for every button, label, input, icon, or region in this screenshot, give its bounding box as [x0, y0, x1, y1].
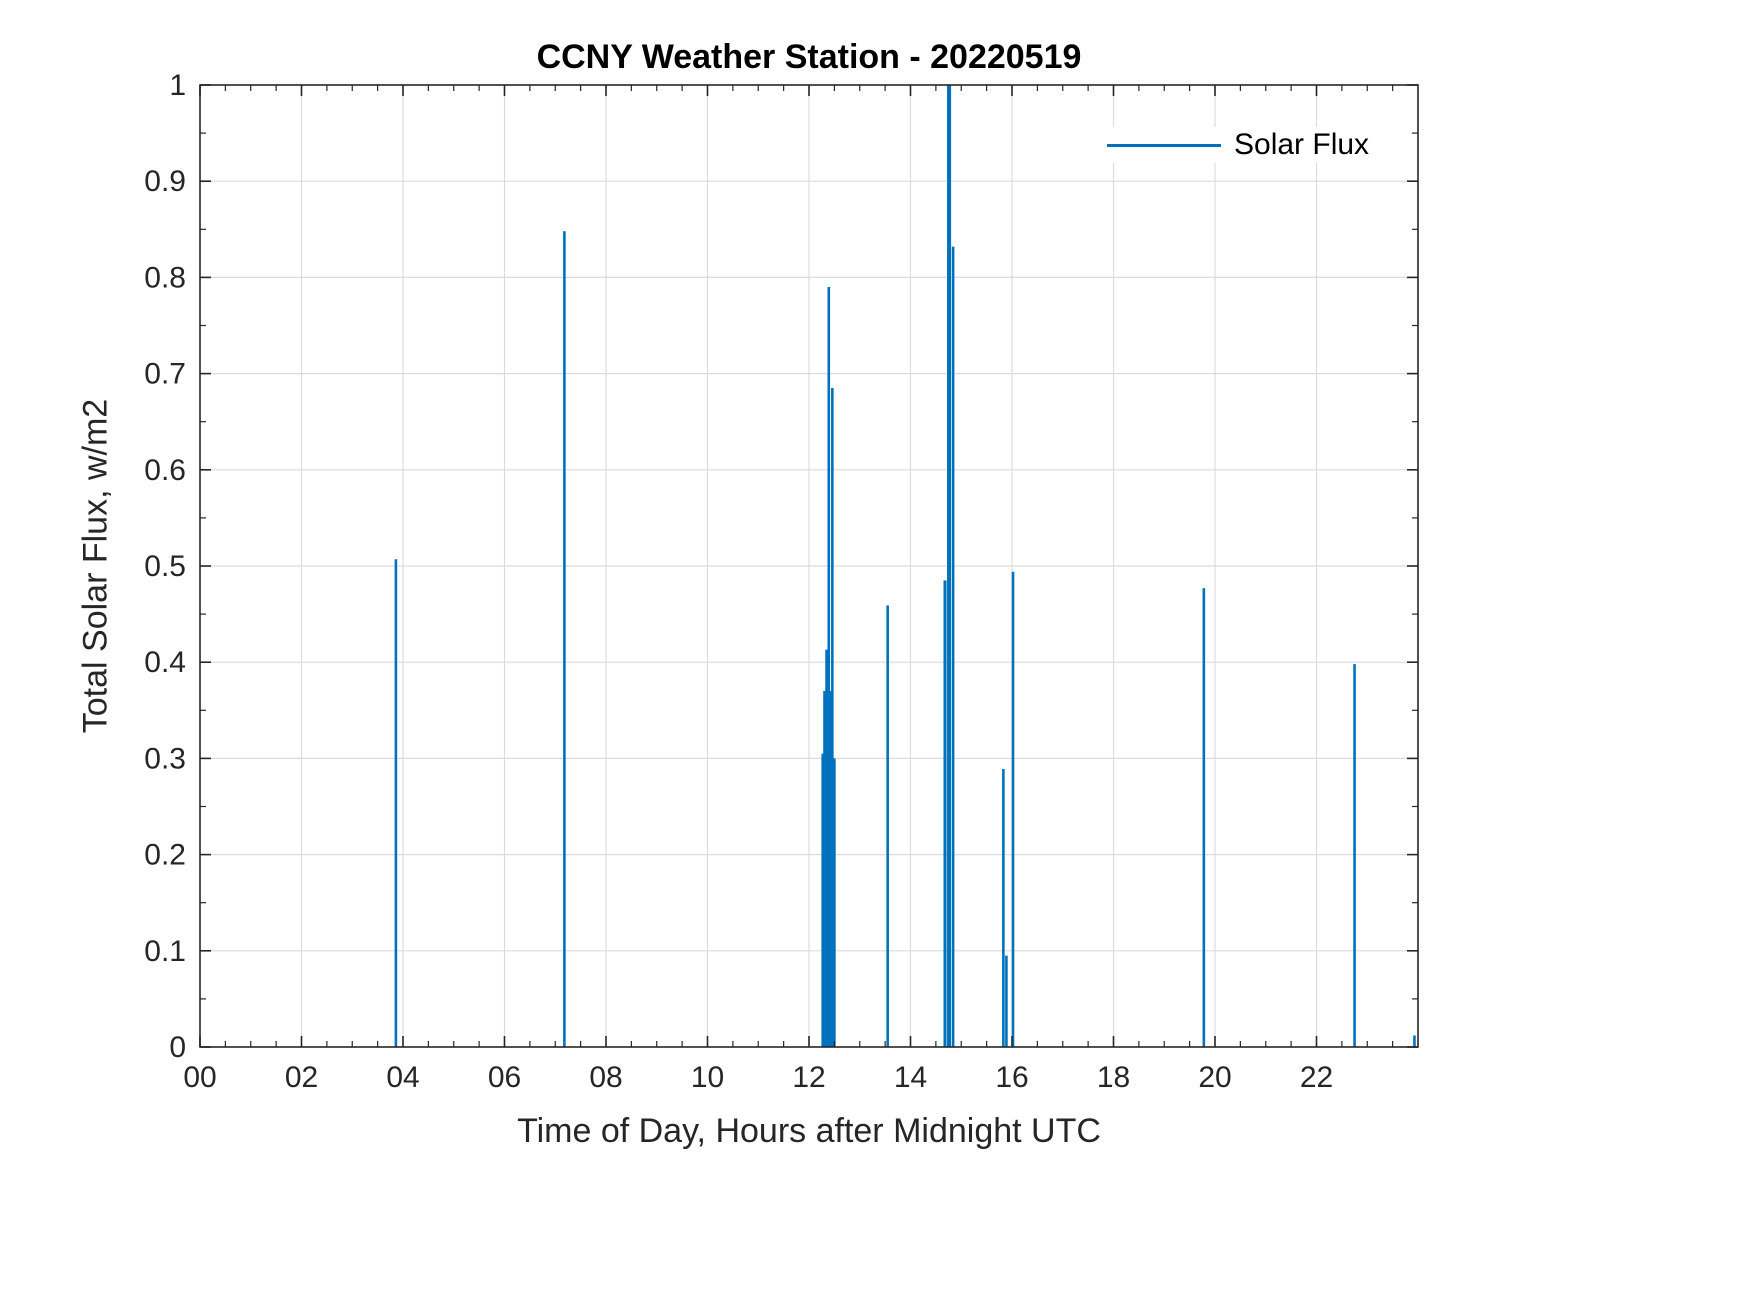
x-tick-label: 18 — [1097, 1061, 1130, 1094]
y-tick-label: 0.3 — [144, 742, 186, 775]
x-tick-label: 08 — [589, 1061, 622, 1094]
x-tick-label: 12 — [792, 1061, 825, 1094]
y-axis-label: Total Solar Flux, w/m2 — [76, 398, 115, 734]
x-axis-label: Time of Day, Hours after Midnight UTC — [517, 1112, 1101, 1150]
spike — [827, 287, 831, 1047]
x-tick-label: 04 — [386, 1061, 419, 1094]
spike — [1002, 768, 1005, 1047]
y-tick-label: 0.1 — [144, 935, 186, 968]
legend: Solar Flux — [1103, 127, 1374, 163]
chart-title: CCNY Weather Station - 20220519 — [536, 38, 1082, 76]
spike — [821, 753, 825, 1047]
spike — [831, 388, 834, 1047]
y-tick-label: 1 — [169, 69, 186, 102]
x-tick-label: 00 — [183, 1061, 216, 1094]
x-tick-label: 20 — [1198, 1061, 1231, 1094]
spike — [951, 246, 955, 1048]
spike — [1202, 588, 1206, 1047]
x-tick-label: 22 — [1300, 1061, 1333, 1094]
spike — [947, 85, 952, 1047]
spike — [1413, 1035, 1416, 1047]
spike — [828, 691, 832, 1047]
y-tick-label: 0.8 — [144, 261, 186, 294]
spike — [823, 691, 827, 1047]
spike — [886, 605, 889, 1047]
y-tick-label: 0.4 — [144, 646, 186, 679]
x-tick-label: 16 — [995, 1061, 1028, 1094]
legend-label: Solar Flux — [1234, 128, 1370, 161]
x-tick-label: 10 — [691, 1061, 724, 1094]
y-tick-label: 0.2 — [144, 839, 186, 872]
spike — [563, 231, 566, 1047]
spike — [825, 649, 829, 1047]
x-tick-label: 14 — [894, 1061, 927, 1094]
y-tick-label: 0 — [169, 1031, 186, 1064]
spike — [1005, 955, 1008, 1047]
y-tick-label: 0.7 — [144, 358, 186, 391]
spike — [943, 580, 947, 1047]
y-tick-label: 0.6 — [144, 454, 186, 487]
legend-line-sample — [1107, 143, 1221, 147]
spike — [394, 559, 398, 1047]
spike — [1353, 664, 1356, 1047]
y-tick-label: 0.9 — [144, 165, 186, 198]
spike — [833, 758, 836, 1047]
spike — [1011, 571, 1015, 1047]
x-tick-label: 06 — [488, 1061, 521, 1094]
x-tick-label: 02 — [285, 1061, 318, 1094]
y-tick-label: 0.5 — [144, 550, 186, 583]
